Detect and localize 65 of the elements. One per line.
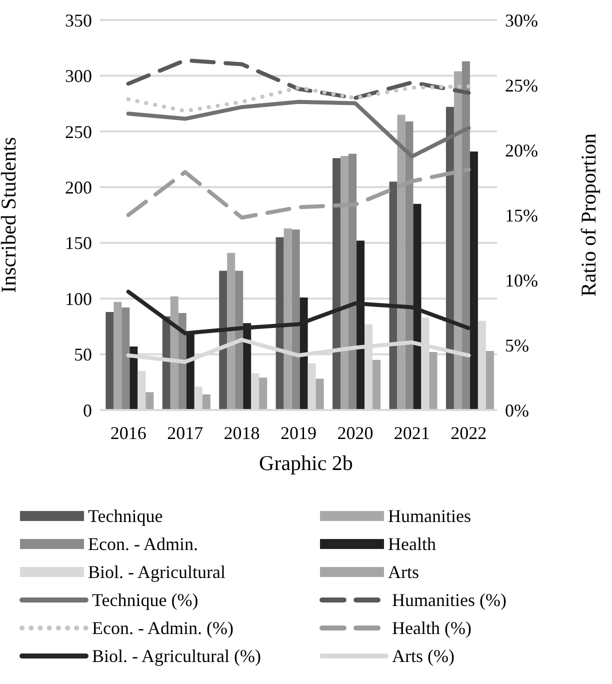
x-tick-label: 2017	[167, 422, 204, 443]
bar	[348, 154, 357, 410]
bar	[389, 182, 398, 410]
legend-label: Health (%)	[392, 618, 472, 638]
y2-tick-label: 15%	[505, 205, 538, 226]
x-tick-label: 2016	[110, 422, 146, 443]
legend-label: Humanities	[388, 506, 471, 526]
bar	[178, 313, 186, 410]
bar	[486, 350, 494, 410]
line-series	[126, 58, 471, 100]
x-tick-label: 2020	[337, 422, 374, 443]
bar	[219, 270, 228, 410]
text: Graphic 2b	[258, 451, 354, 476]
bar	[122, 307, 130, 410]
bar	[276, 237, 284, 410]
bar	[372, 360, 381, 410]
bar	[292, 229, 300, 410]
bar	[170, 296, 178, 410]
bar	[202, 394, 210, 410]
y-tick-label: 300	[65, 66, 92, 86]
bar	[429, 352, 438, 410]
y-tick-label: 50	[74, 344, 92, 365]
bar	[114, 302, 122, 410]
legend-label: Biol. - Agricultural	[88, 562, 226, 582]
bar	[106, 312, 114, 410]
y-tick-label: 150	[65, 233, 92, 254]
bar	[146, 392, 154, 410]
legend-label: Technique (%)	[92, 590, 198, 610]
legend-label: Arts	[388, 562, 419, 582]
line-series	[126, 84, 471, 113]
bar	[284, 228, 292, 410]
bar	[405, 121, 414, 410]
y2-tick-label: 20%	[505, 140, 538, 160]
y2-tick-label: 25%	[505, 75, 538, 96]
y2-axis-title: Ratio of Proportion	[576, 132, 600, 297]
bar	[316, 378, 324, 410]
y-tick-label: 0	[83, 400, 92, 420]
legend-label: Econ. - Admin.	[88, 534, 198, 554]
bar	[227, 252, 236, 410]
y-axis-title: Inscribed Students	[0, 137, 20, 293]
legend-label: Biol. - Agricultural (%)	[92, 646, 261, 666]
y-tick-label: 200	[65, 178, 92, 198]
legend-label: Humanities (%)	[392, 590, 506, 610]
x-tick-label: 2019	[280, 422, 316, 443]
legend-label: Econ. - Admin. (%)	[92, 618, 234, 638]
bar	[235, 270, 244, 410]
y2-tick-label: 0%	[505, 400, 529, 420]
y2-tick-label: 30%	[505, 10, 538, 30]
bar	[446, 106, 454, 410]
bar	[130, 346, 138, 410]
y2-tick-label: 5%	[505, 335, 529, 356]
y-tick-label: 250	[65, 122, 92, 142]
bar	[259, 378, 268, 410]
y2-tick-label: 10%	[505, 270, 538, 290]
legend-label: Health	[388, 534, 436, 554]
y-tick-label: 350	[65, 10, 92, 30]
legend-label: Technique	[88, 506, 163, 526]
bar	[162, 316, 170, 410]
x-tick-label: 2022	[450, 422, 487, 443]
x-tick-label: 2018	[224, 422, 260, 443]
line-series	[126, 100, 471, 158]
legend-label: Arts (%)	[392, 646, 454, 666]
x-tick-label: 2021	[394, 422, 430, 443]
y-tick-label: 100	[65, 288, 92, 309]
bar	[332, 158, 341, 410]
